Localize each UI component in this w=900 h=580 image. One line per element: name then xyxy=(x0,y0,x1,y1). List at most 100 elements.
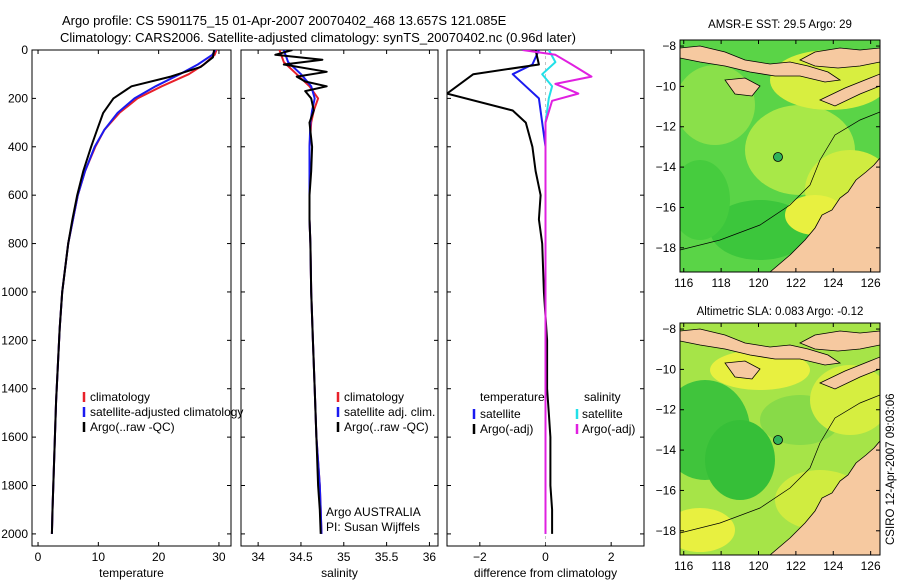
temperature-series-group xyxy=(50,50,218,534)
depth-tick-label: 1000 xyxy=(1,285,28,299)
difference-legend-entry: Argo(-adj) xyxy=(480,422,533,436)
salinity-annotation-line1: Argo AUSTRALIA xyxy=(326,505,421,519)
figure-title-line2: Climatology: CARS2006. Satellite-adjuste… xyxy=(60,30,576,45)
difference-series-line xyxy=(447,50,554,534)
depth-tick-label: 1200 xyxy=(1,333,28,347)
depth-tick-label: 800 xyxy=(8,237,28,251)
sla-map-patch xyxy=(710,350,810,390)
map-sst-lat-tick-label: −16 xyxy=(656,200,677,214)
coastline-islands xyxy=(799,47,880,69)
salinity-x-tick-label: 34.5 xyxy=(289,550,313,564)
map-sst-lon-tick-label: 126 xyxy=(861,276,881,290)
temperature-series-line xyxy=(50,50,217,534)
difference-series-group xyxy=(447,50,593,534)
map-sla-lon-tick-label: 116 xyxy=(674,559,693,573)
depth-tick-label: 1600 xyxy=(1,430,28,444)
salinity-legend-entry: Argo(..raw -QC) xyxy=(344,420,429,434)
salinity-x-axis-label: salinity xyxy=(321,566,358,580)
difference-series-line xyxy=(522,50,593,534)
depth-tick-label: 400 xyxy=(8,140,28,154)
map-sst-frame xyxy=(679,39,881,273)
salinity-series-line xyxy=(274,50,328,534)
sla-map-patch xyxy=(680,508,735,552)
salinity-x-tick-label: 34 xyxy=(251,550,265,564)
argo-float-marker xyxy=(773,152,783,162)
salinity-panel: 34 34.5 35 35.5 36 salinity climatologysatelli… xyxy=(240,49,439,580)
map-sla-lat-tick-label: −12 xyxy=(656,403,677,417)
temperature-legend-entry: satellite-adjusted climatology xyxy=(90,405,243,419)
temperature-x-tick-label: 0 xyxy=(35,550,42,564)
temperature-x-tick-label: 20 xyxy=(152,550,166,564)
map-sla-lat-tick-label: −18 xyxy=(656,524,677,538)
map-sst-lat-tick-label: −14 xyxy=(656,160,677,174)
salinity-series-line xyxy=(278,50,323,534)
sla-map xyxy=(680,323,880,555)
depth-tick-label: 0 xyxy=(21,43,28,57)
depth-tick-label: 600 xyxy=(8,188,28,202)
map-sst-lon-tick-label: 122 xyxy=(786,276,806,290)
map-sst-lon-tick-label: 118 xyxy=(712,276,731,290)
depth-tick-label: 1800 xyxy=(1,479,28,493)
map-sst-title: AMSR-E SST: 29.5 Argo: 29 xyxy=(708,19,852,31)
coastline-australia xyxy=(769,157,880,272)
salinity-plot-frame xyxy=(240,49,439,547)
salinity-legend-entry: climatology xyxy=(344,390,404,404)
coastline-islands xyxy=(680,328,842,366)
temperature-series-line xyxy=(50,50,218,534)
map-sst-lat-tick-label: −8 xyxy=(662,39,676,53)
map-sla-lat-tick-label: −14 xyxy=(656,443,677,457)
figure-title-line1: Argo profile: CS 5901175_15 01-Apr-2007 … xyxy=(62,13,507,28)
map-sla-lat-tick-label: −16 xyxy=(656,483,677,497)
difference-x-axis-label: difference from climatology xyxy=(474,566,617,580)
coastline-timor xyxy=(819,356,880,390)
salinity-x-tick-label: 35 xyxy=(337,550,351,564)
salinity-series-line xyxy=(282,50,323,534)
map-sst-lon-tick-label: 116 xyxy=(674,276,693,290)
map-sla-lon-tick-label: 126 xyxy=(861,559,881,573)
difference-panel: −2 0 2 difference from climatology temperatu… xyxy=(446,49,645,580)
temperature-x-tick-label: 10 xyxy=(92,550,106,564)
temperature-x-axis-label: temperature xyxy=(99,566,164,580)
depth-tick-label: 2000 xyxy=(1,527,28,541)
sst-map-patch xyxy=(680,65,755,145)
map-sla-lon-tick-label: 124 xyxy=(823,559,843,573)
coastline-sumba xyxy=(724,77,761,97)
map-sst-lon-tick-label: 120 xyxy=(748,276,768,290)
sst-map xyxy=(680,40,880,272)
depth-tick-label: 1400 xyxy=(1,382,28,396)
temperature-plot-frame xyxy=(31,49,232,547)
map-sst-lat-tick-label: −18 xyxy=(656,241,677,255)
temperature-panel: 0 10 20 30 0 200 400 600 800 1000 1200 1400 1600 1800… xyxy=(1,43,243,580)
salinity-x-tick-label: 36 xyxy=(423,550,437,564)
temperature-x-tick-label: 30 xyxy=(212,550,226,564)
temperature-legend-entry: Argo(..raw -QC) xyxy=(90,420,175,434)
difference-legend-header: temperature xyxy=(480,390,545,404)
sst-map-patch xyxy=(680,160,730,240)
difference-legend-entry: Argo(-adj) xyxy=(582,422,635,436)
difference-legend-entry: satellite xyxy=(480,407,521,421)
map-sla-title: Altimetric SLA: 0.083 Argo: -0.12 xyxy=(696,306,864,318)
temperature-legend-entry: climatology xyxy=(90,390,150,404)
difference-legend-entry: satellite xyxy=(582,407,623,421)
coastline-australia xyxy=(769,440,880,555)
map-sla-lon-tick-label: 122 xyxy=(786,559,806,573)
sla-map-patch xyxy=(705,420,775,500)
salinity-x-tick-label: 35.5 xyxy=(375,550,399,564)
difference-x-tick-label: −2 xyxy=(473,550,487,564)
salinity-legend-entry: satellite adj. clim. xyxy=(344,405,435,419)
coastline-timor xyxy=(819,73,880,107)
map-sla-lat-tick-label: −10 xyxy=(656,362,677,376)
difference-legend-header: salinity xyxy=(584,390,621,404)
difference-x-tick-label: 2 xyxy=(608,550,615,564)
map-sla-lon-tick-label: 120 xyxy=(748,559,768,573)
salinity-series-group xyxy=(274,50,328,534)
coastline-islands xyxy=(799,330,880,352)
map-sst-lon-tick-label: 124 xyxy=(823,276,843,290)
map-sla-lon-tick-label: 118 xyxy=(712,559,731,573)
difference-series-line xyxy=(511,50,547,534)
coastline-islands xyxy=(680,45,842,83)
map-sst-lat-tick-label: −12 xyxy=(656,120,677,134)
argo-float-marker xyxy=(773,435,783,445)
sla-map-axes: 116 118 120 122 124 126 −8 −10 −12 −14 −16 −18 xyxy=(656,322,881,573)
